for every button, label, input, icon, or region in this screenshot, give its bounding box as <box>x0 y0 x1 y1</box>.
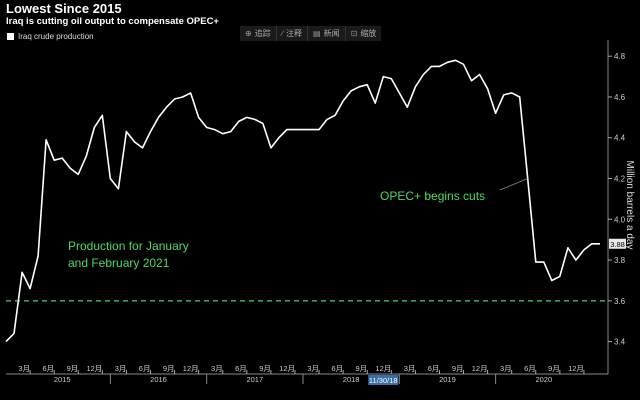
x-tick-label: 6月 <box>139 364 151 373</box>
x-tick-label: 3月 <box>404 364 416 373</box>
x-year-label: 2019 <box>439 375 456 384</box>
highlight-date-box <box>368 375 399 385</box>
crosshair-icon: ⊕ <box>245 29 252 38</box>
x-tick-label: 6月 <box>235 364 247 373</box>
x-tick-label: 6月 <box>331 364 343 373</box>
annotation-leader-line <box>499 178 528 191</box>
series-line-iraq-crude-production <box>5 59 600 343</box>
pencil-icon: ∕ <box>281 29 284 38</box>
last-value-box <box>609 238 626 249</box>
news-icon: ▤ <box>313 29 321 38</box>
y-tick-label: 4.2 <box>614 175 626 184</box>
last-value-label: 3.88 <box>610 240 625 249</box>
y-tick-label: 3.8 <box>614 256 626 265</box>
toolbar-track-button[interactable]: ⊕ 追踪 <box>240 26 277 41</box>
y-tick-label: 4.4 <box>614 134 626 143</box>
x-tick-label: 3月 <box>500 364 512 373</box>
x-tick-label: 6月 <box>524 364 536 373</box>
x-year-label: 2018 <box>343 375 360 384</box>
x-tick-label: 9月 <box>67 364 79 373</box>
annotation-production-line-2: and February 2021 <box>68 256 170 270</box>
x-tick-label: 12月 <box>375 364 391 373</box>
x-tick-label: 12月 <box>568 364 584 373</box>
x-tick-label: 3月 <box>115 364 127 373</box>
annotation-opec-cuts: OPEC+ begins cuts <box>380 189 485 203</box>
x-tick-label: 6月 <box>428 364 440 373</box>
toolbar-annotate-button[interactable]: ∕ 注释 <box>277 26 309 41</box>
toolbar-zoom-label: 缩放 <box>360 29 377 38</box>
y-tick-label: 3.6 <box>614 297 626 306</box>
x-tick-label: 12月 <box>183 364 199 373</box>
x-tick-label: 9月 <box>548 364 560 373</box>
y-tick-label: 3.4 <box>614 338 626 347</box>
chart-title: Lowest Since 2015 <box>6 1 122 16</box>
legend: Iraq crude production <box>7 32 94 41</box>
chart-toolbar: ⊕ 追踪 ∕ 注释 ▤ 新闻 ⊡ 缩放 <box>240 26 382 41</box>
toolbar-track-label: 追踪 <box>254 29 271 38</box>
toolbar-annotate-label: 注释 <box>286 29 303 38</box>
x-tick-label: 3月 <box>18 364 30 373</box>
x-year-label: 2016 <box>150 375 167 384</box>
x-tick-label: 3月 <box>211 364 223 373</box>
toolbar-news-button[interactable]: ▤ 新闻 <box>308 26 346 41</box>
legend-swatch <box>7 33 14 40</box>
x-tick-label: 9月 <box>259 364 271 373</box>
x-year-label: 2015 <box>54 375 71 384</box>
y-axis-title: Million barrels a day <box>624 161 635 250</box>
x-tick-label: 9月 <box>163 364 175 373</box>
x-tick-label: 3月 <box>307 364 319 373</box>
chart-subtitle: Iraq is cutting oil output to compensate… <box>6 16 219 27</box>
zoom-icon: ⊡ <box>350 29 358 38</box>
x-tick-label: 12月 <box>472 364 488 373</box>
toolbar-zoom-button[interactable]: ⊡ 缩放 <box>346 26 382 41</box>
x-tick-label: 9月 <box>356 364 368 373</box>
toolbar-news-label: 新闻 <box>323 29 340 38</box>
highlight-date-label: 11/30/18 <box>369 376 398 385</box>
y-tick-label: 4.8 <box>614 52 626 61</box>
x-year-label: 2020 <box>535 375 552 384</box>
x-tick-label: 9月 <box>452 364 464 373</box>
annotation-production-line-1: Production for January <box>68 239 189 253</box>
legend-label: Iraq crude production <box>18 32 94 41</box>
x-year-label: 2017 <box>246 375 263 384</box>
y-tick-label: 4.0 <box>614 215 626 224</box>
x-tick-label: 6月 <box>42 364 54 373</box>
x-tick-label: 12月 <box>86 364 102 373</box>
x-tick-label: 12月 <box>279 364 295 373</box>
y-tick-label: 4.6 <box>614 93 626 102</box>
